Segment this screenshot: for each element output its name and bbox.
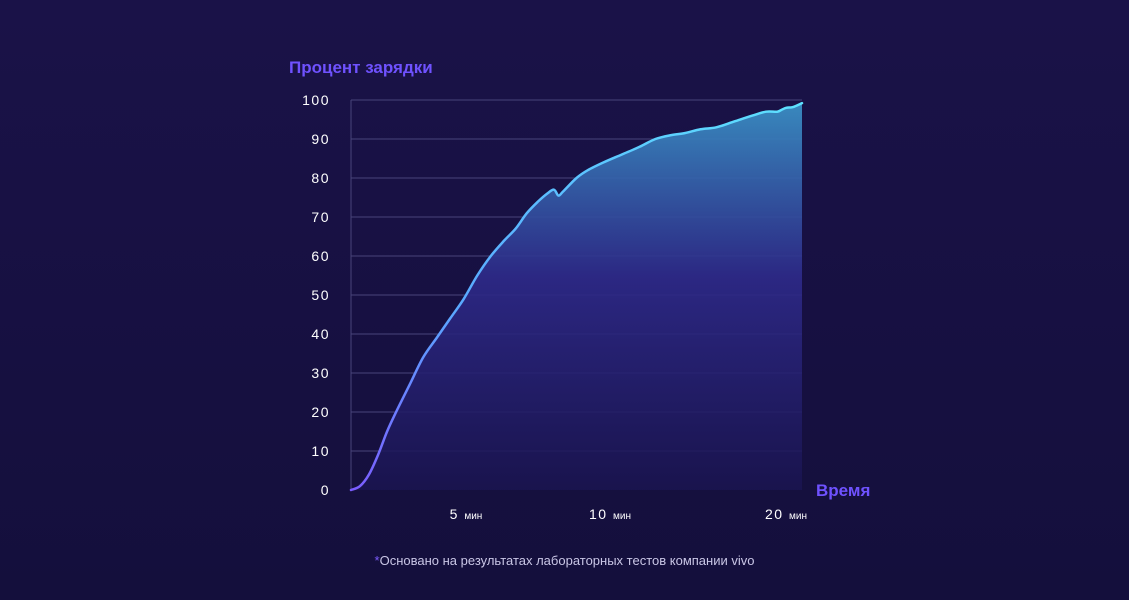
x-axis-title: Время bbox=[816, 481, 870, 500]
y-axis-title: Процент зарядки bbox=[289, 58, 433, 77]
footnote-asterisk: * bbox=[374, 553, 380, 568]
charge-area-fill bbox=[351, 103, 802, 491]
footnote: *Основано на результатах лабораторных те… bbox=[0, 553, 1129, 568]
y-tick-label: 40 bbox=[311, 326, 330, 342]
y-tick-label: 30 bbox=[311, 365, 330, 381]
y-tick-label: 90 bbox=[311, 131, 330, 147]
y-tick-label: 100 bbox=[302, 92, 330, 108]
y-tick-label: 80 bbox=[311, 170, 330, 186]
x-axis-ticks: 5 мин 10 мин 20 мин bbox=[450, 506, 807, 522]
y-axis-ticks: 0 10 20 30 40 50 60 70 80 90 100 bbox=[302, 92, 330, 498]
y-tick-label: 70 bbox=[311, 209, 330, 225]
y-tick-label: 20 bbox=[311, 404, 330, 420]
y-tick-label: 0 bbox=[321, 482, 330, 498]
x-tick-label: 5 мин bbox=[450, 506, 483, 522]
y-tick-label: 60 bbox=[311, 248, 330, 264]
charge-curve-line bbox=[349, 101, 804, 492]
y-tick-label: 10 bbox=[311, 443, 330, 459]
x-tick-label: 10 мин bbox=[589, 506, 631, 522]
y-tick-label: 50 bbox=[311, 287, 330, 303]
footnote-text: Основано на результатах лабораторных тес… bbox=[379, 553, 755, 568]
x-tick-label: 20 мин bbox=[765, 506, 807, 522]
